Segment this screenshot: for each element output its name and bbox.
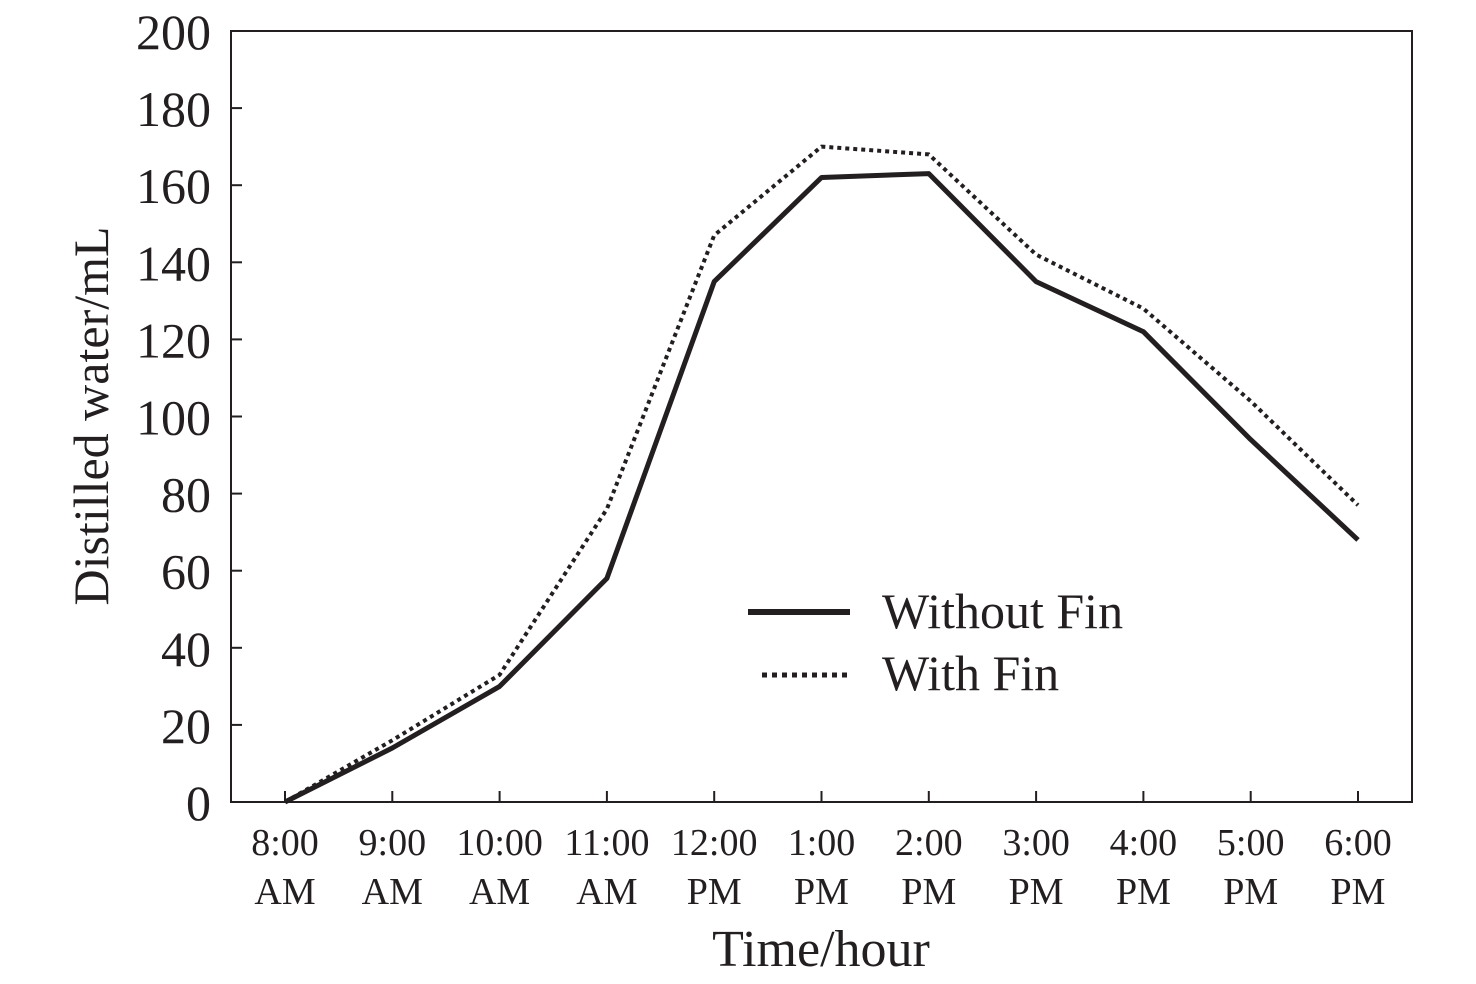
x-axis-label: Time/hour <box>712 921 930 978</box>
y-tick-label: 160 <box>136 158 211 214</box>
x-tick-label-period: PM <box>1331 871 1386 913</box>
x-axis: 8:00 AM 9:00 AM 10:00 AM 11:00 AM 12:00 PM 1:00 PM 2… <box>251 791 1392 913</box>
x-tick-label-time: 4:00 <box>1110 822 1178 864</box>
y-tick-label: 200 <box>136 4 211 60</box>
x-tick-label-time: 8:00 <box>251 822 319 864</box>
x-tick-label-time: 2:00 <box>895 822 963 864</box>
x-tick-label-time: 1:00 <box>788 822 856 864</box>
y-tick-label: 140 <box>136 235 211 291</box>
y-tick-label: 20 <box>161 698 211 754</box>
x-tick-label-period: PM <box>794 871 849 913</box>
x-tick-label-time: 10:00 <box>456 822 543 864</box>
x-tick-label-time: 6:00 <box>1324 822 1392 864</box>
series-line-without-fin <box>283 171 1360 805</box>
y-tick-label: 120 <box>136 312 211 368</box>
x-tick-label-period: AM <box>576 871 637 913</box>
x-tick-label-time: 9:00 <box>359 822 427 864</box>
legend: Without Fin With Fin <box>748 583 1123 701</box>
x-tick-label-period: AM <box>362 871 423 913</box>
y-tick-label: 80 <box>161 467 211 523</box>
x-tick-label-time: 3:00 <box>1002 822 1070 864</box>
x-tick-label-period: PM <box>1223 871 1278 913</box>
y-tick-label: 40 <box>161 621 211 677</box>
x-tick-label-period: PM <box>901 871 956 913</box>
y-tick-label: 60 <box>161 544 211 600</box>
series-line-with-fin <box>284 144 1360 804</box>
x-tick-label-period: PM <box>687 871 742 913</box>
x-tick-label-period: AM <box>254 871 315 913</box>
x-tick-label-period: PM <box>1116 871 1171 913</box>
y-axis-label: Distilled water/mL <box>63 226 119 605</box>
series-group <box>283 144 1360 805</box>
legend-label-with-fin: With Fin <box>882 645 1059 701</box>
x-tick-label-time: 11:00 <box>564 822 649 864</box>
y-tick-label: 180 <box>136 81 211 137</box>
x-tick-label-period: PM <box>1009 871 1064 913</box>
x-tick-label-time: 5:00 <box>1217 822 1285 864</box>
x-tick-label-period: AM <box>469 871 530 913</box>
legend-label-without-fin: Without Fin <box>882 583 1123 639</box>
x-tick-label-time: 12:00 <box>671 822 758 864</box>
y-tick-label: 0 <box>186 775 211 831</box>
y-axis: 0 20 40 60 80 100 120 140 160 180 200 <box>136 4 242 831</box>
y-tick-label: 100 <box>136 390 211 446</box>
